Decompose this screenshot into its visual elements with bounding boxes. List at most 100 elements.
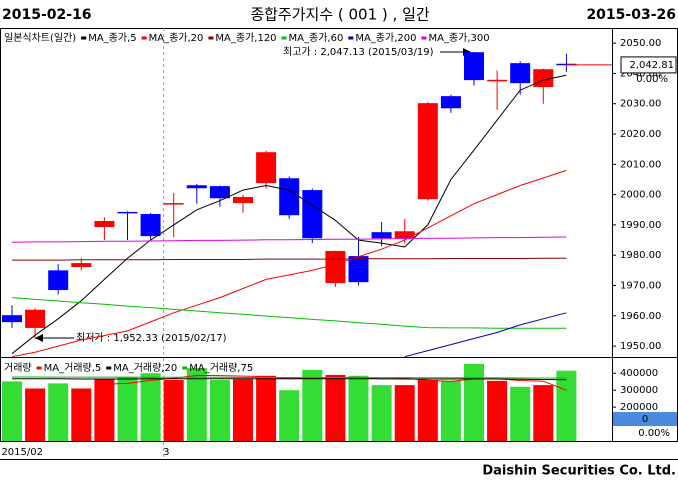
end-date: 2015-03-26 [586, 7, 676, 23]
legend-entry: MA_거래량,5 [44, 362, 102, 374]
candle-body [117, 211, 138, 214]
legend-swatch [106, 366, 112, 370]
volume-bar [325, 374, 346, 441]
volume-bar [440, 380, 461, 441]
candle-body [510, 63, 531, 84]
legend-swatch [36, 366, 42, 370]
volume-bars [2, 363, 577, 441]
volume-bar [510, 386, 531, 441]
window-title: 종합주가지수 ( 001 ) , 일간 [250, 6, 430, 24]
ma-lines [11, 374, 567, 391]
volume-bar [48, 383, 69, 441]
footer: Daishin Securities Co. Ltd. [482, 464, 676, 479]
legend-swatch [141, 36, 147, 40]
last-volume-box [613, 412, 677, 426]
legend-entry: MA_종가,300 [428, 32, 489, 44]
legend-swatch [81, 36, 87, 40]
candle-body [94, 220, 115, 228]
candle-body [279, 178, 300, 216]
volume-bar [302, 369, 323, 441]
volume-bar [25, 388, 46, 441]
moving-average-line [11, 378, 567, 381]
moving-average-line [12, 257, 567, 261]
candle-body [464, 52, 484, 81]
y-tick-label: 1950.00 [620, 341, 661, 352]
moving-average-line [11, 236, 567, 243]
candle-body [209, 186, 230, 199]
moving-average-line [404, 312, 567, 357]
y-tick-label: 2030.00 [620, 99, 661, 110]
candle-body [417, 103, 438, 200]
volume-bar [140, 373, 161, 441]
candle-body [2, 315, 22, 323]
candle-body [25, 309, 46, 328]
x-tick-label: 2015/02 [1, 447, 43, 458]
candle-body [233, 197, 253, 204]
legend-entry: MA_종가,5 [88, 32, 136, 44]
volume-bar [163, 380, 184, 441]
y-tick-label: 200000 [620, 402, 658, 413]
legend-swatch [421, 36, 427, 40]
candle-body [371, 232, 392, 239]
volume-bar [186, 368, 207, 441]
y-tick-label: 2040.00 [620, 68, 661, 79]
candle-body [348, 256, 369, 283]
legend-swatch [281, 36, 287, 40]
last-price-label: 2,042.81 [629, 60, 674, 71]
legend-entry: MA_종가,20 [149, 32, 204, 44]
volume-bar [556, 370, 577, 441]
last-price-box [620, 56, 677, 74]
candle-body [325, 250, 346, 284]
y-tick-label: 2000.00 [620, 190, 661, 201]
candle-body [302, 190, 323, 239]
y-tick-label: 2050.00 [620, 38, 661, 49]
volume-bar [209, 380, 230, 441]
legend-entry: MA_종가,60 [289, 32, 344, 44]
low-annotation: 최저가 : 1,952.33 (2015/02/17) [76, 332, 227, 344]
y-tick-label: 300000 [620, 385, 658, 396]
candle-body [71, 263, 92, 268]
legend-entry: MA_거래량,75 [189, 362, 253, 374]
legend-entry: MA_종가,200 [355, 32, 416, 44]
volume-bar [279, 390, 300, 441]
volume-bar [2, 381, 22, 441]
legend-entry: MA_거래량,20 [113, 362, 177, 374]
candle-body [394, 231, 415, 239]
y-tick-label: 400000 [620, 368, 658, 379]
legend-swatch [182, 366, 188, 370]
volume-bar [464, 363, 484, 441]
moving-average-line [11, 74, 567, 355]
candle-body [140, 214, 161, 237]
legend-entry: MA_종가,120 [215, 32, 276, 44]
y-tick-label: 2020.00 [620, 129, 661, 140]
y-tick-label: 1970.00 [620, 281, 661, 292]
start-date: 2015-02-16 [2, 7, 92, 23]
volume-bar [256, 375, 277, 441]
volume-bar [348, 375, 369, 441]
candle-body [186, 185, 207, 189]
x-tick-label: 3 [163, 447, 169, 458]
candles [2, 51, 577, 340]
volume-bar [117, 376, 138, 441]
moving-average-line [12, 376, 567, 379]
volume-bar [71, 388, 92, 441]
y-tick-label: 1980.00 [620, 250, 661, 261]
volume-bar [233, 379, 253, 441]
volume-bar [371, 385, 392, 441]
y-tick-label: 1990.00 [620, 220, 661, 231]
volume-bar [94, 379, 115, 441]
legend-title: 일본식차트(일간) [4, 32, 76, 44]
candle-body [256, 152, 277, 184]
moving-average-line [11, 297, 567, 329]
legend-title: 거래량 [4, 362, 32, 374]
candle-body [440, 96, 461, 109]
moving-average-line [11, 169, 567, 357]
ma-lines [11, 74, 567, 357]
volume-bar [533, 385, 554, 441]
legend-swatch [208, 36, 214, 40]
volume-change-label: 0.00% [638, 428, 670, 439]
last-volume-label: 0 [642, 414, 648, 425]
candle-body [163, 203, 184, 205]
candle-body [487, 79, 508, 82]
